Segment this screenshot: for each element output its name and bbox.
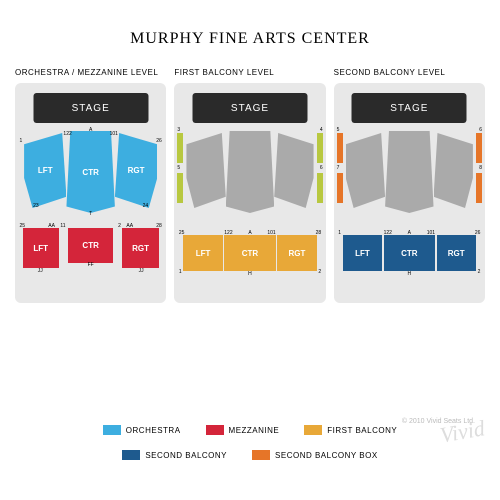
legend-mezzanine: MEZZANINE — [206, 425, 280, 435]
sb-rgt[interactable]: RGT — [437, 235, 476, 271]
sb-box-5[interactable] — [337, 173, 343, 203]
level-first-balcony: FIRST BALCONY LEVEL STAGE 3 4 5 6 LFT CT… — [174, 68, 325, 303]
orch-lft[interactable]: LFT — [24, 133, 66, 208]
ghost-ctr — [226, 131, 274, 213]
ghost-rgt — [434, 133, 473, 208]
sb-box-6[interactable] — [476, 173, 482, 203]
mezz-rgt[interactable]: RGT — [122, 228, 158, 268]
swatch-icon — [122, 450, 140, 460]
legend-second-balcony: SECOND BALCONY — [122, 450, 227, 460]
swatch-icon — [103, 425, 121, 435]
ghost-ctr — [385, 131, 433, 213]
fb-rgt[interactable]: RGT — [277, 235, 316, 271]
mezz-lft[interactable]: LFT — [23, 228, 59, 268]
fb-lft[interactable]: LFT — [183, 235, 222, 271]
swatch-icon — [206, 425, 224, 435]
copyright-text: © 2010 Vivid Seats Ltd. — [402, 418, 475, 425]
mezz-ctr[interactable]: CTR — [68, 228, 113, 263]
venue-title: MURPHY FINE ARTS CENTER — [15, 30, 485, 48]
sb-box-7[interactable] — [337, 133, 343, 163]
stage: STAGE — [33, 93, 148, 123]
level-label: FIRST BALCONY LEVEL — [174, 68, 325, 77]
stage: STAGE — [352, 93, 467, 123]
seating-levels: ORCHESTRA / MEZZANINE LEVEL STAGE LFT CT… — [15, 68, 485, 303]
sb-box-8[interactable] — [476, 133, 482, 163]
ghost-lft — [346, 133, 385, 208]
legend-first-balcony: FIRST BALCONY — [304, 425, 397, 435]
swatch-icon — [252, 450, 270, 460]
fb-box-5[interactable] — [177, 173, 183, 203]
legend-second-balcony-box: SECOND BALCONY BOX — [252, 450, 378, 460]
level-orchestra-mezzanine: ORCHESTRA / MEZZANINE LEVEL STAGE LFT CT… — [15, 68, 166, 303]
level-label: SECOND BALCONY LEVEL — [334, 68, 485, 77]
map-first-balcony: STAGE 3 4 5 6 LFT CTR RGT A — [174, 83, 325, 303]
stage: STAGE — [192, 93, 307, 123]
sb-lft[interactable]: LFT — [343, 235, 382, 271]
ghost-rgt — [274, 133, 313, 208]
map-second-balcony: STAGE 5 6 7 8 LFT CTR RGT 1 — [334, 83, 485, 303]
fb-box-4[interactable] — [317, 133, 323, 163]
sb-ctr[interactable]: CTR — [384, 235, 435, 271]
orch-ctr[interactable]: CTR — [66, 131, 114, 213]
fb-ctr[interactable]: CTR — [224, 235, 275, 271]
map-orchestra: STAGE LFT CTR RGT A 122 101 1 26 T 23 24… — [15, 83, 166, 303]
legend-orchestra: ORCHESTRA — [103, 425, 181, 435]
legend: ORCHESTRA MEZZANINE FIRST BALCONY SECOND… — [0, 425, 500, 460]
fb-box-3[interactable] — [177, 133, 183, 163]
swatch-icon — [304, 425, 322, 435]
ghost-lft — [186, 133, 225, 208]
fb-box-6[interactable] — [317, 173, 323, 203]
orch-rgt[interactable]: RGT — [115, 133, 157, 208]
level-label: ORCHESTRA / MEZZANINE LEVEL — [15, 68, 166, 77]
level-second-balcony: SECOND BALCONY LEVEL STAGE 5 6 7 8 LFT C… — [334, 68, 485, 303]
